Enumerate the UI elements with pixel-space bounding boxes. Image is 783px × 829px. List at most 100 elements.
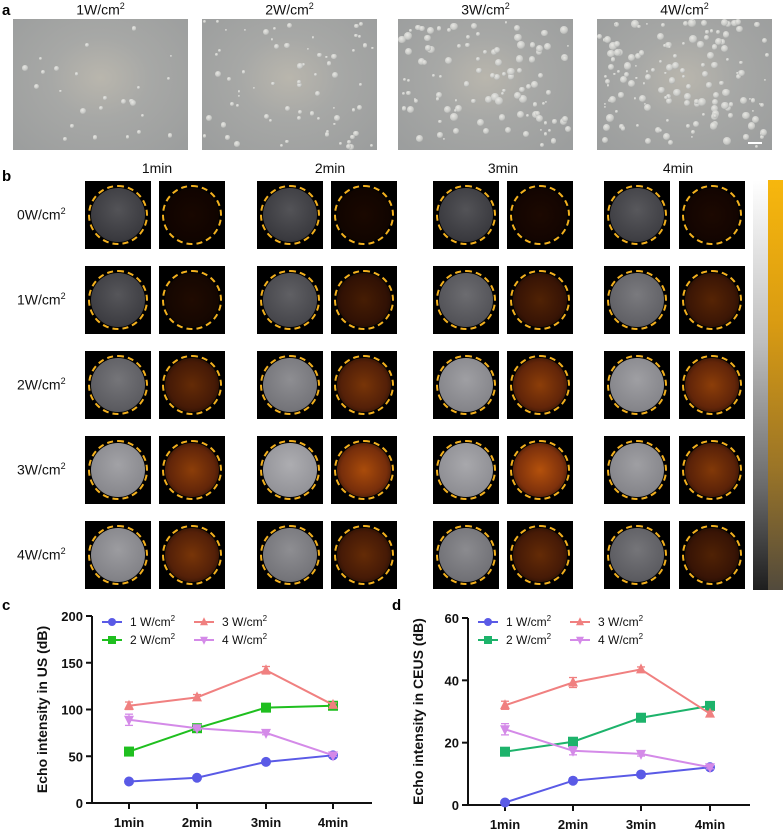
- triangle-up-marker-icon: [636, 663, 646, 674]
- microbubble: [470, 23, 477, 30]
- us-image-tile: [257, 351, 323, 419]
- title-superscript: 2: [703, 1, 709, 11]
- microbubble: [403, 78, 407, 82]
- microbubble: [540, 128, 543, 131]
- microbubble: [314, 91, 320, 97]
- microbubble: [526, 113, 530, 118]
- roi-dashed-circle: [510, 440, 570, 500]
- microbubble: [664, 96, 668, 100]
- microbubble: [681, 42, 685, 46]
- microbubble: [226, 76, 232, 82]
- microbubble: [693, 100, 700, 107]
- microbubble: [665, 98, 672, 105]
- microbubble: [705, 30, 709, 34]
- microbubble: [286, 23, 292, 28]
- square-marker-icon: [108, 636, 116, 644]
- roi-dashed-circle: [682, 270, 742, 330]
- circle-marker-icon: [484, 618, 492, 626]
- microbubble: [296, 79, 302, 85]
- microbubble: [643, 104, 651, 112]
- microbubble: [507, 73, 515, 80]
- square-marker-icon: [705, 700, 715, 711]
- micrograph-title-4: 4W/cm2: [597, 1, 772, 18]
- roi-dashed-circle: [510, 525, 570, 585]
- microbubble: [754, 21, 760, 27]
- microbubble: [607, 49, 615, 58]
- y-tick-label: 20: [445, 736, 459, 751]
- title-text: 1W/cm: [76, 1, 120, 18]
- microbubble: [619, 123, 624, 129]
- roi-dashed-circle: [334, 270, 394, 330]
- microbubble: [603, 75, 607, 79]
- title-superscript: 2: [119, 1, 125, 11]
- us-image-tile: [85, 351, 151, 419]
- panel-d-label: d: [392, 597, 402, 614]
- microbubble: [604, 106, 607, 109]
- roi-dashed-circle: [260, 525, 320, 585]
- ceus-image-tile: [159, 181, 225, 249]
- microbubble: [272, 26, 277, 31]
- microbubble: [334, 115, 340, 121]
- microbubble: [504, 126, 512, 134]
- microbubble: [471, 99, 476, 104]
- ceus-image-tile: [507, 521, 573, 589]
- microbubble: [689, 35, 697, 44]
- microbubble: [413, 98, 418, 104]
- roi-dashed-circle: [607, 440, 667, 500]
- triangle-up-marker-icon: [705, 707, 715, 718]
- microbubble: [627, 79, 636, 87]
- microbubble: [725, 20, 732, 27]
- us-image-tile: [85, 266, 151, 334]
- series-4-w-cm2: [124, 713, 338, 762]
- row-label-text: 2W/cm: [17, 376, 61, 393]
- microbubble: [760, 132, 763, 135]
- microbubble: [721, 101, 729, 110]
- microbubble: [494, 46, 501, 53]
- microbubble: [54, 66, 60, 72]
- microbubble: [41, 70, 46, 75]
- microbubble: [721, 19, 729, 27]
- microbubble: [543, 121, 548, 125]
- roi-dashed-circle: [260, 355, 320, 415]
- microbubble: [636, 124, 640, 128]
- microbubble: [237, 90, 241, 93]
- circle-marker-icon: [636, 769, 646, 780]
- circle-marker-icon: [192, 772, 202, 783]
- microbubble: [711, 98, 719, 106]
- row-label-4w: 4W/cm2: [17, 546, 66, 563]
- ceus-image-tile: [679, 521, 745, 589]
- us-image-tile: [85, 436, 151, 504]
- microbubble: [614, 40, 621, 47]
- microbubble: [645, 73, 652, 81]
- microbubble: [720, 45, 729, 53]
- microbubble: [271, 38, 274, 41]
- microbubble: [358, 35, 361, 38]
- microbubble: [541, 101, 545, 105]
- microbubble: [332, 71, 338, 78]
- microbubble: [644, 102, 647, 105]
- microbubble: [692, 19, 695, 22]
- microbubble: [564, 125, 571, 132]
- microbubble: [244, 28, 247, 31]
- microbubble: [645, 22, 649, 25]
- us-image-tile: [604, 181, 670, 249]
- triangle-down-marker-icon: [576, 636, 584, 645]
- microbubble: [169, 55, 172, 58]
- triangle-down-marker-icon: [261, 728, 271, 739]
- microbubble: [513, 24, 521, 31]
- microbubble: [664, 71, 667, 74]
- microbubble: [758, 103, 761, 106]
- ceus-image-tile: [159, 351, 225, 419]
- roi-dashed-circle: [334, 440, 394, 500]
- microbubble: [350, 134, 355, 140]
- column-header-3min: 3min: [487, 160, 519, 176]
- microbubble: [456, 44, 461, 49]
- legend-item: 3 W/cm2: [570, 614, 644, 629]
- microbubble: [237, 94, 241, 98]
- triangle-down-marker-icon: [568, 746, 578, 757]
- microbubble: [697, 41, 704, 48]
- microbubble: [701, 113, 705, 117]
- microbubble: [444, 57, 452, 65]
- microbubble: [566, 44, 569, 47]
- microbubble: [136, 86, 140, 89]
